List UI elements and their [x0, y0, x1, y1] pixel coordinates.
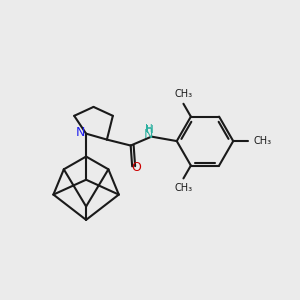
- Text: CH₃: CH₃: [254, 136, 272, 146]
- Text: CH₃: CH₃: [175, 184, 193, 194]
- Text: O: O: [131, 161, 141, 174]
- Text: N: N: [76, 126, 86, 139]
- Text: CH₃: CH₃: [175, 89, 193, 99]
- Text: H: H: [146, 125, 154, 135]
- Text: N: N: [144, 128, 153, 141]
- Text: H: H: [145, 124, 152, 134]
